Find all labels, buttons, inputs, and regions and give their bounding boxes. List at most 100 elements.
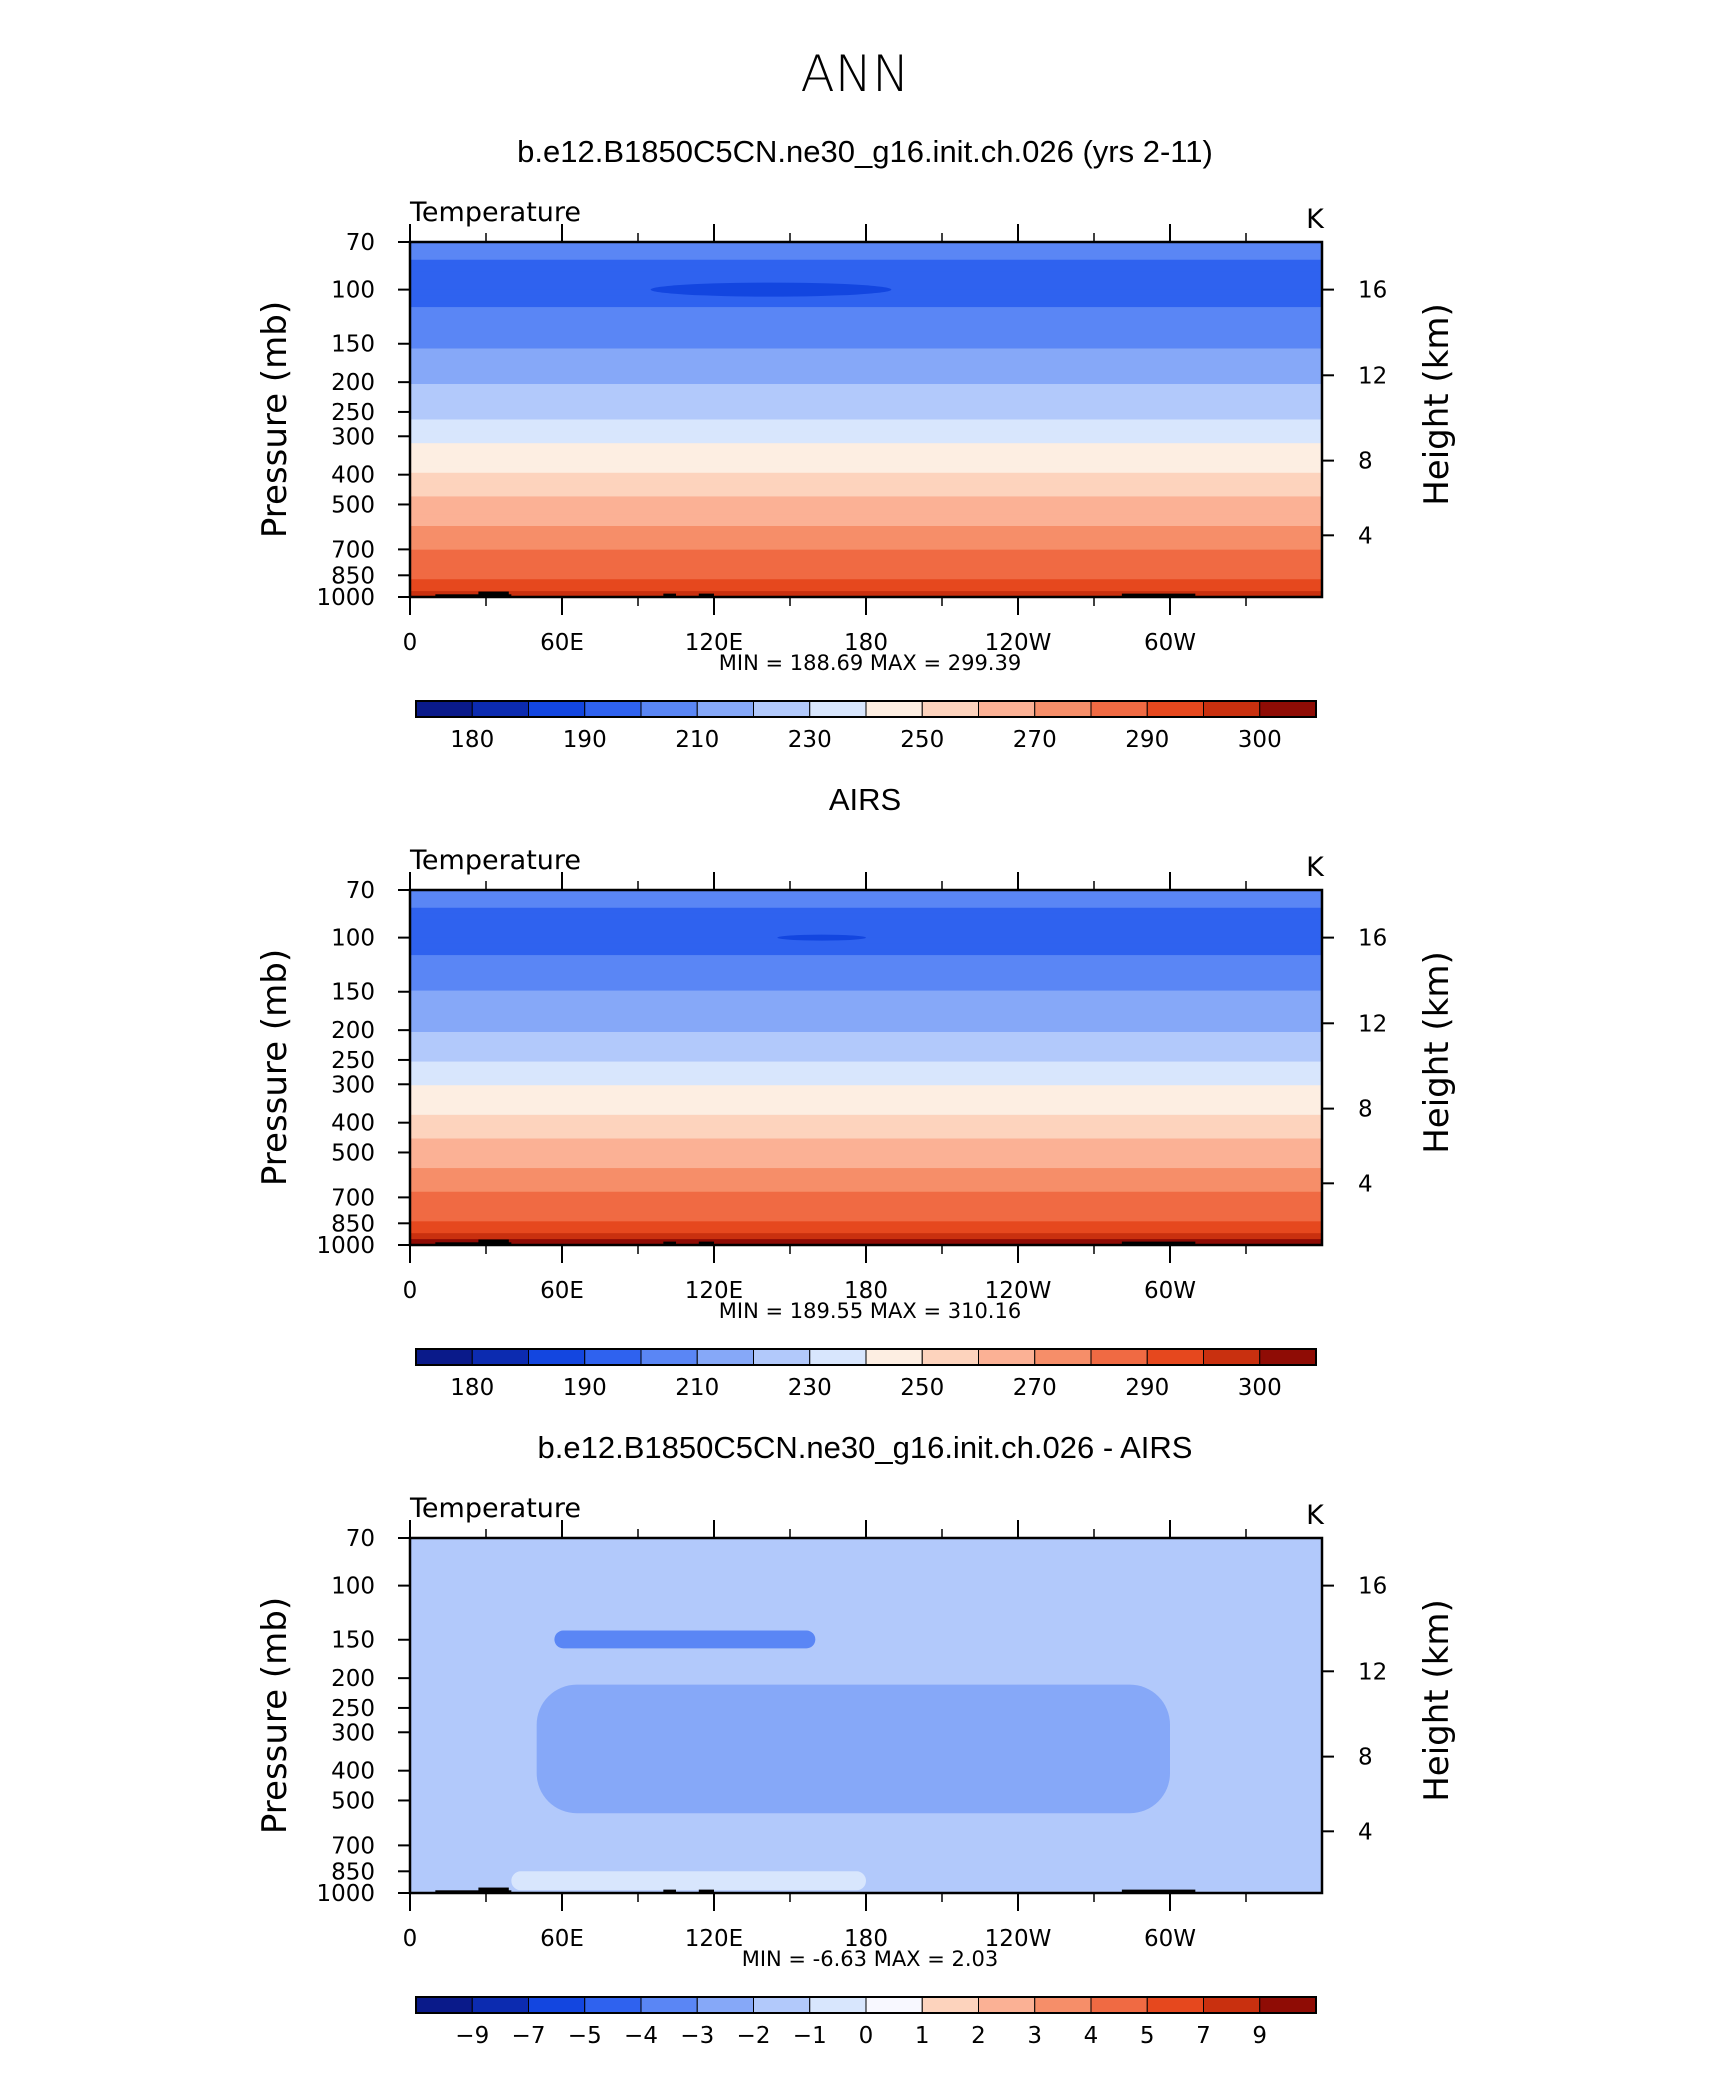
x-tick-label: 120E (685, 630, 743, 656)
colorbar-box (640, 700, 698, 718)
contour-band (410, 1203, 1322, 1211)
y-tick-label: 700 (331, 1833, 375, 1859)
contour-band (410, 913, 1322, 921)
colorbar-label: 190 (563, 727, 607, 753)
difference-region (511, 1871, 866, 1891)
y-tick-label: 500 (331, 492, 375, 518)
difference-region (486, 1578, 588, 1599)
colorbar-box (471, 700, 529, 718)
colorbar-box (584, 1996, 642, 2014)
contour-band (410, 1020, 1322, 1027)
panel-1: b.e12.B1850C5CN.ne30_g16.init.ch.026 (yr… (255, 134, 1457, 753)
contour-band (410, 330, 1322, 338)
contour-band (410, 1233, 1322, 1240)
topography-block (1121, 593, 1196, 597)
contour-band (410, 1067, 1322, 1075)
colorbar-box (1090, 1996, 1148, 2014)
contour-band (410, 1073, 1322, 1081)
y-right-axis-label: Height (km) (1417, 951, 1457, 1154)
contour-band (410, 919, 1322, 927)
contour-band (410, 360, 1322, 368)
colorbar-label: 210 (675, 1375, 719, 1401)
contour-band (410, 1138, 1322, 1146)
topography-block (663, 1889, 676, 1893)
contour-band (410, 366, 1322, 373)
contour-band (410, 1221, 1322, 1229)
colorbar-box (865, 1996, 923, 2014)
panel-title: AIRS (829, 782, 901, 817)
contour-band (410, 996, 1322, 1004)
contour-band (410, 324, 1322, 332)
y-tick-label: 100 (331, 926, 375, 952)
contour-band (410, 1239, 1322, 1245)
panels-group: b.e12.B1850C5CN.ne30_g16.init.ch.026 (yr… (255, 134, 1457, 2049)
y-right-tick-label: 12 (1358, 1011, 1387, 1037)
contour-band (410, 301, 1322, 308)
y-tick-label: 250 (331, 1048, 375, 1074)
contour-band (410, 277, 1322, 285)
colorbar-box (1090, 700, 1148, 718)
colorbar-box (1259, 700, 1317, 718)
y-tick-label: 1000 (316, 1233, 375, 1259)
x-tick-label: 120W (985, 630, 1052, 656)
colorbar-box (1146, 1996, 1204, 2014)
y-tick-label: 200 (331, 1666, 375, 1692)
contour-band (410, 242, 1322, 249)
contour-band (410, 514, 1322, 521)
contour-band (410, 472, 1322, 480)
contour-band (410, 1126, 1322, 1134)
contour-band (410, 1108, 1322, 1116)
contour-band (410, 295, 1322, 302)
contour-band (410, 307, 1322, 314)
x-tick-label: 60W (1144, 1278, 1196, 1304)
contour-band (410, 1002, 1322, 1010)
colorbar-box (809, 1996, 867, 2014)
contour-band (410, 1097, 1322, 1104)
min-max-text: MIN = 189.55 MAX = 310.16 (719, 1299, 1021, 1323)
contour-band (410, 579, 1322, 586)
y-right-tick-label: 16 (1358, 926, 1387, 952)
colorbar-label: 300 (1238, 727, 1282, 753)
y-right-tick-label: 16 (1358, 278, 1387, 304)
x-tick-label: 120W (985, 1926, 1052, 1952)
colorbar-label: 230 (788, 1375, 832, 1401)
x-tick-label: 180 (844, 630, 888, 656)
contour-band (410, 990, 1322, 998)
contour-band (410, 901, 1322, 909)
page-title: ANN (800, 45, 909, 103)
contour-band (410, 271, 1322, 279)
y-tick-label: 400 (331, 1759, 375, 1785)
colorbar-box (809, 700, 867, 718)
x-tick-label: 120W (985, 1278, 1052, 1304)
contour-band (410, 1114, 1322, 1122)
topography-block (478, 1239, 509, 1245)
contour-band (410, 1061, 1322, 1069)
contour-band (410, 342, 1322, 350)
colorbar-label: 1 (915, 2023, 930, 2049)
contour-band (410, 437, 1322, 444)
contour-band (410, 1079, 1322, 1087)
colorbar-label: 300 (1238, 1375, 1282, 1401)
x-tick-label: 60W (1144, 1926, 1196, 1952)
colorbar-frame (415, 1348, 1317, 1366)
contour-band (410, 543, 1322, 551)
colorbar-label: 250 (900, 727, 944, 753)
contour-band (410, 1008, 1322, 1016)
contour-band (410, 561, 1322, 569)
panel-left-label: Temperature (409, 1493, 581, 1524)
contour-band (410, 1037, 1322, 1045)
contour-band (410, 549, 1322, 557)
min-max-text: MIN = 188.69 MAX = 299.39 (719, 651, 1021, 675)
contour-band (410, 1032, 1322, 1039)
topography-block (435, 1890, 512, 1893)
topography-block (435, 594, 512, 597)
contour-band (410, 937, 1322, 945)
contour-band (410, 1156, 1322, 1163)
colorbar-label: 250 (900, 1375, 944, 1401)
contour-band (410, 508, 1322, 515)
x-tick-label: 60E (540, 1278, 584, 1304)
y-tick-label: 500 (331, 1140, 375, 1166)
contour-band (410, 520, 1322, 527)
